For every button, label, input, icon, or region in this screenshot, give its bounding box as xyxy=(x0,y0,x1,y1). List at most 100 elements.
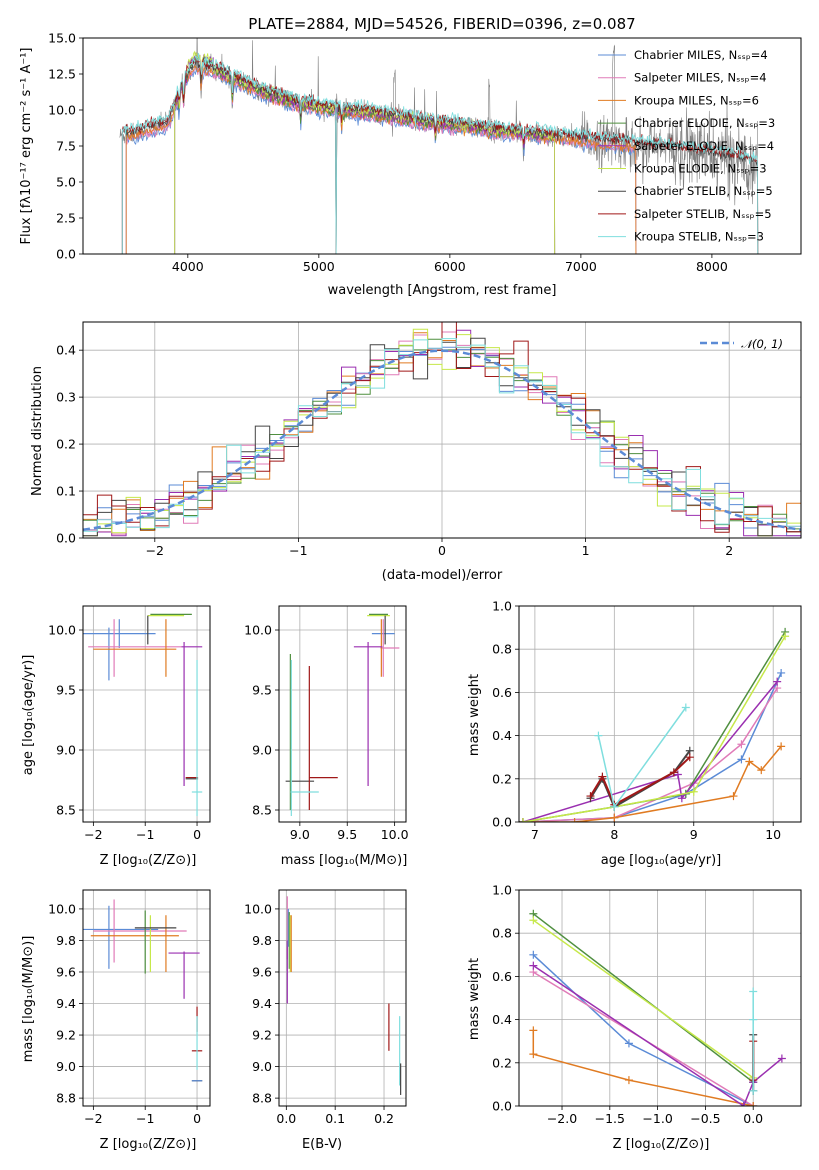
mass-ebv-xlabel: E(B-V) xyxy=(302,1137,342,1152)
axes-frame xyxy=(278,605,407,823)
y-tick-label: 9.2 xyxy=(252,1028,272,1043)
y-tick-label: 5.0 xyxy=(56,175,76,190)
weight-kroupa-miles-marker xyxy=(757,766,766,775)
weight-chabrier-miles-marker xyxy=(624,1039,633,1048)
x-tick-label: −1 xyxy=(136,1111,154,1126)
plot-area xyxy=(519,627,790,822)
axes-frame xyxy=(82,889,211,1107)
weight-salpeter-stelib-marker xyxy=(685,753,694,762)
age-vs-metallicity-panel: Z [log₁₀(Z/Z⊙)] age [log₁₀(age/yr)] −2 −1… xyxy=(21,605,211,868)
y-tick-label: 9.8 xyxy=(56,933,76,948)
x-tick-label: 7000 xyxy=(565,259,597,274)
y-tick-label: 7.5 xyxy=(56,139,76,154)
weight-kroupa-miles-marker xyxy=(729,792,738,801)
weight-chabrier-miles-marker xyxy=(529,950,538,959)
y-tick-label: 8.5 xyxy=(252,803,272,818)
weight-kroupa-miles-marker xyxy=(529,1026,538,1035)
weight-kroupa-elodie-marker xyxy=(781,632,790,641)
axes-frame xyxy=(518,889,802,1107)
x-tick-label: 9 xyxy=(690,827,698,842)
weight-kroupa-elodie-line xyxy=(522,635,786,822)
x-tick-label: 2 xyxy=(725,543,733,558)
y-tick-label: 9.4 xyxy=(56,996,76,1011)
y-tick-label: 0.0 xyxy=(492,1099,512,1114)
weight-kroupa-stelib-marker xyxy=(594,731,603,740)
mass-vs-ebv-panel: E(B-V) 0.0 0.1 0.2 8.8 9.0 9.2 9.4 9.6 9.8 10.0 xyxy=(244,889,407,1152)
x-tick-label: −1.5 xyxy=(595,1111,625,1126)
x-tick-label: 10.0 xyxy=(381,827,409,842)
x-tick-label: −1.0 xyxy=(642,1111,672,1126)
hist-kroupa-stelib-step xyxy=(83,338,801,532)
residuals-ylabel: Normed distribution xyxy=(30,366,45,496)
weight-kroupa-stelib-marker xyxy=(749,1086,758,1095)
weight-kroupa-stelib-marker xyxy=(610,802,619,811)
spectrum-ylabel: Flux [fλ10⁻¹⁷ erg cm⁻² s⁻¹ A⁻¹] xyxy=(19,48,34,245)
weight-kroupa-miles-marker xyxy=(624,1076,633,1085)
y-tick-label: 8.8 xyxy=(252,1091,272,1106)
y-tick-label: 9.0 xyxy=(252,743,272,758)
plot-area xyxy=(529,909,786,1106)
y-tick-label: 9.2 xyxy=(56,1028,76,1043)
y-tick-label: 10.0 xyxy=(48,103,76,118)
x-tick-label: −1 xyxy=(136,827,154,842)
y-tick-label: 0.2 xyxy=(492,771,512,786)
weight-chabrier-miles-marker xyxy=(737,755,746,764)
weight-salpeter-elodie-marker xyxy=(677,794,686,803)
y-tick-label: 0.0 xyxy=(56,531,76,546)
weight-salpeter-elodie-marker xyxy=(777,1054,786,1063)
plot-area xyxy=(83,322,801,537)
age-z-xlabel: Z [log₁₀(Z/Z⊙)] xyxy=(100,853,197,868)
weight-kroupa-miles-marker xyxy=(745,757,754,766)
y-tick-label: 0.8 xyxy=(492,642,512,657)
weight-kroupa-miles-marker xyxy=(749,1102,758,1106)
weight-chabrier-miles-marker xyxy=(777,668,786,677)
y-tick-label: 10.0 xyxy=(244,901,272,916)
x-tick-label: −2 xyxy=(84,827,102,842)
weight-age-xlabel: age [log₁₀(age/yr)] xyxy=(601,853,722,868)
weight-salpeter-elodie-marker xyxy=(739,1102,748,1106)
legend-entry: Salpeter MILES, Nₛₛₚ=4 xyxy=(634,71,767,85)
legend-entry-normal: 𝒩(0, 1) xyxy=(741,337,783,351)
weight-kroupa-elodie-line xyxy=(532,919,754,1079)
legend-entry: Salpeter STELIB, Nₛₛₚ=5 xyxy=(634,207,772,221)
weight-z-ylabel: mass weight xyxy=(467,958,482,1040)
weight-chabrier-elodie-line xyxy=(532,913,754,1083)
y-tick-label: 9.8 xyxy=(252,933,272,948)
y-tick-label: 0.4 xyxy=(56,343,76,358)
y-tick-label: 1.0 xyxy=(492,599,512,614)
x-tick-label: 6000 xyxy=(434,259,466,274)
model-kroupa-stelib-line xyxy=(121,52,759,254)
y-tick-label: 0.2 xyxy=(56,437,76,452)
plot-area xyxy=(285,613,400,816)
x-tick-label: −2 xyxy=(146,543,164,558)
y-tick-label: 9.6 xyxy=(252,964,272,979)
weight-vs-age-panel: age [log₁₀(age/yr)] mass weight 7 8 9 10 0.0… xyxy=(467,599,802,868)
weight-kroupa-elodie-marker xyxy=(689,787,698,796)
plot-area xyxy=(83,613,203,816)
plot-area xyxy=(286,896,402,1095)
weight-kroupa-stelib-marker xyxy=(749,987,758,996)
x-tick-label: 8 xyxy=(610,827,618,842)
weight-kroupa-miles-marker xyxy=(529,1050,538,1059)
x-tick-label: 0.1 xyxy=(325,1111,345,1126)
y-tick-label: 10.0 xyxy=(48,901,76,916)
y-tick-label: 2.5 xyxy=(56,211,76,226)
residuals-panel: (data-model)/error Normed distribution −… xyxy=(30,321,802,583)
x-tick-label: 9.5 xyxy=(337,827,357,842)
x-tick-label: 0.0 xyxy=(743,1111,763,1126)
weight-vs-metallicity-panel: Z [log₁₀(Z/Z⊙)] mass weight −2.0 −1.5 −1.0… xyxy=(467,883,802,1152)
y-tick-label: 0.6 xyxy=(492,685,512,700)
y-tick-label: 0.8 xyxy=(492,926,512,941)
mass-vs-metallicity-panel: Z [log₁₀(Z/Z⊙)] mass [log₁₀(M/M⊙)] −2 −1 0… xyxy=(21,889,211,1152)
x-tick-label: −0.5 xyxy=(690,1111,720,1126)
x-tick-label: −2 xyxy=(84,1111,102,1126)
x-tick-label: 0 xyxy=(193,827,201,842)
age-z-ylabel: age [log₁₀(age/yr)] xyxy=(21,655,36,776)
weight-salpeter-elodie-marker xyxy=(773,677,782,686)
x-tick-label: 10 xyxy=(765,827,781,842)
x-tick-label: 4000 xyxy=(172,259,204,274)
weight-kroupa-elodie-marker xyxy=(519,818,527,822)
axes-frame xyxy=(82,37,802,255)
x-tick-label: 0 xyxy=(438,543,446,558)
